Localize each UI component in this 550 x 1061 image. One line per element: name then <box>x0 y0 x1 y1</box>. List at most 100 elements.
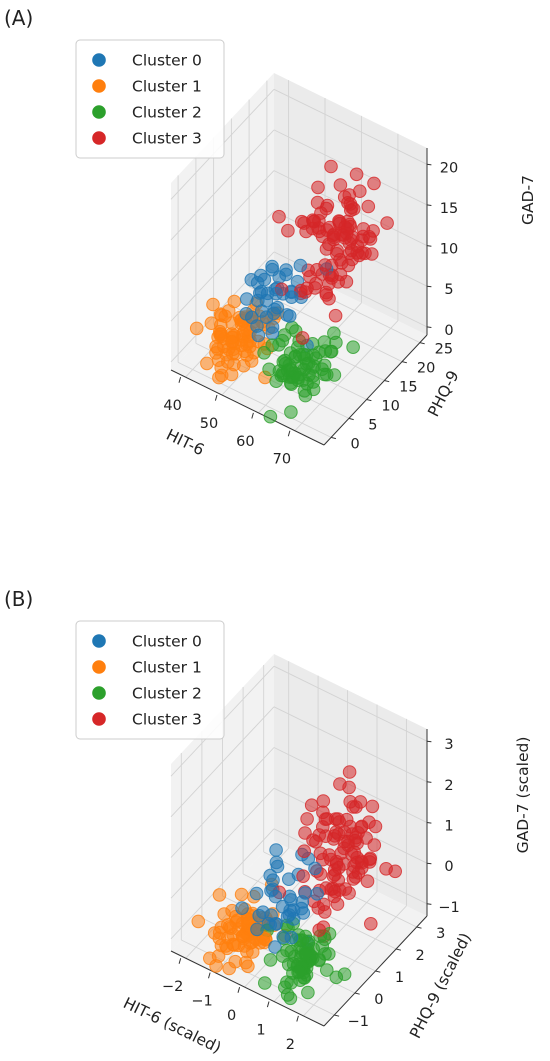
y-tick-label: 3 <box>436 926 445 942</box>
scatter-point-cluster-3 <box>328 308 343 323</box>
y-tick-label: 5 <box>368 417 377 433</box>
x-axis-line <box>170 369 325 446</box>
scatter-point-cluster-1 <box>213 324 227 339</box>
scatter-point-cluster-1 <box>221 355 235 369</box>
scatter-point-cluster-3 <box>324 271 339 285</box>
scatter-point-cluster-3 <box>344 200 359 215</box>
scatter-point-cluster-3 <box>304 798 319 813</box>
grid-line-z <box>273 706 428 783</box>
legend-marker-cluster-3 <box>92 131 106 145</box>
z-tick-label-mark <box>426 862 432 865</box>
y-tick-label-mark <box>419 342 425 345</box>
scatter-point-cluster-1 <box>234 887 249 902</box>
scatter-point-cluster-1 <box>236 916 250 930</box>
y-tick-label-mark <box>334 1014 340 1017</box>
x-tick-label: −2 <box>162 979 183 995</box>
scatter-point-cluster-1 <box>203 951 217 966</box>
scatter-point-cluster-3 <box>361 199 376 214</box>
scatter-point-cluster-2 <box>284 405 298 419</box>
scatter-point-cluster-3 <box>342 765 357 779</box>
scatter-point-cluster-3 <box>319 201 334 216</box>
scatter-point-cluster-0 <box>244 273 259 287</box>
scatter-point-cluster-0 <box>310 887 324 901</box>
scatter-point-cluster-3 <box>294 283 308 298</box>
scatter-point-cluster-1 <box>207 926 222 940</box>
z-tick-label-mark <box>426 285 432 288</box>
scatter-point-cluster-3 <box>295 331 310 345</box>
z-axis-label: GAD-7 <box>519 175 537 225</box>
legend-marker-cluster-2 <box>92 105 106 119</box>
scatter-point-cluster-1 <box>206 297 220 312</box>
y-tick-label: 0 <box>374 992 383 1008</box>
scatter-point-cluster-0 <box>284 930 299 945</box>
legend-label-cluster-2: Cluster 2 <box>132 104 202 122</box>
scatter-point-cluster-3 <box>316 820 330 834</box>
grid-line-z <box>170 706 275 818</box>
legend-marker-cluster-0 <box>92 53 106 67</box>
z-tick-label-mark <box>426 204 432 206</box>
z-tick-label: 15 <box>440 201 458 217</box>
legend-marker-cluster-1 <box>92 79 106 93</box>
z-tick-label-mark <box>426 781 432 783</box>
scatter-point-cluster-0 <box>269 843 283 857</box>
z-tick-label-mark <box>426 740 432 743</box>
y-tick-label-mark <box>416 926 422 929</box>
scatter-point-cluster-2 <box>265 338 280 353</box>
scatter-point-cluster-1 <box>227 938 242 952</box>
scatter-point-cluster-3 <box>367 176 381 191</box>
x-axis-line <box>170 950 325 1027</box>
scatter-point-cluster-3 <box>337 841 351 856</box>
y-tick-label: 15 <box>399 380 417 396</box>
scatter-point-cluster-0 <box>249 886 264 901</box>
scatter-point-cluster-1 <box>224 367 239 382</box>
legend-box <box>75 39 225 159</box>
z-tick-label: 3 <box>444 737 453 753</box>
legend-label-cluster-3: Cluster 3 <box>132 130 202 148</box>
y-tick-label: 10 <box>381 399 399 415</box>
scatter-point-cluster-0 <box>280 308 294 322</box>
scatter-point-cluster-2 <box>329 970 344 985</box>
y-tick-label-mark <box>330 436 337 440</box>
y-axis-label: PHQ-9 (scaled) <box>406 930 475 1041</box>
scatter-point-cluster-0 <box>268 917 283 931</box>
scatter-point-cluster-0 <box>265 320 280 334</box>
scatter-point-cluster-2 <box>269 374 284 389</box>
y-tick-label: 25 <box>435 342 453 358</box>
legend-label-cluster-3: Cluster 3 <box>132 711 202 729</box>
scatter-point-cluster-2 <box>320 963 334 977</box>
scatter-point-cluster-2 <box>292 348 307 362</box>
y-tick-label-mark <box>375 970 381 973</box>
scatter-point-cluster-3 <box>355 819 369 834</box>
scatter-point-cluster-0 <box>250 922 264 937</box>
scatter-point-cluster-2 <box>306 348 321 363</box>
scatter-point-cluster-1 <box>213 307 228 322</box>
legend-marker-cluster-2 <box>92 686 106 700</box>
scatter-point-cluster-3 <box>297 216 311 230</box>
legend-label-cluster-0: Cluster 0 <box>132 52 202 70</box>
data-points <box>189 159 394 424</box>
scatter-point-cluster-2 <box>305 361 320 375</box>
scatter-point-cluster-1 <box>222 961 236 976</box>
scatter-point-cluster-1 <box>237 324 252 338</box>
scatter-point-cluster-2 <box>283 991 298 1006</box>
scatter-point-cluster-2 <box>324 344 339 359</box>
legend-label-cluster-2: Cluster 2 <box>132 685 202 703</box>
scatter-point-cluster-1 <box>212 888 227 902</box>
z-tick-label: −1 <box>438 900 459 916</box>
scatter-point-cluster-3 <box>300 812 314 826</box>
scatter-point-cluster-1 <box>235 929 250 944</box>
scatter-point-cluster-3 <box>364 917 378 931</box>
scatter-point-cluster-3 <box>324 852 338 867</box>
scatter-point-cluster-3 <box>346 865 360 879</box>
scatter-point-cluster-2 <box>276 949 290 963</box>
scatter-point-cluster-3 <box>342 236 357 250</box>
legend-marker-cluster-0 <box>92 634 106 648</box>
y-tick-label-mark <box>395 948 402 951</box>
scatter-point-cluster-1 <box>204 316 219 331</box>
x-tick-label: 50 <box>200 416 218 432</box>
scatter-point-cluster-3 <box>331 873 346 888</box>
z-axis-label: GAD-7 (scaled) <box>514 737 532 854</box>
scatter-point-cluster-3 <box>365 799 380 814</box>
panel-label-a: (A) <box>4 6 33 30</box>
x-tick-label: 2 <box>286 1037 295 1053</box>
